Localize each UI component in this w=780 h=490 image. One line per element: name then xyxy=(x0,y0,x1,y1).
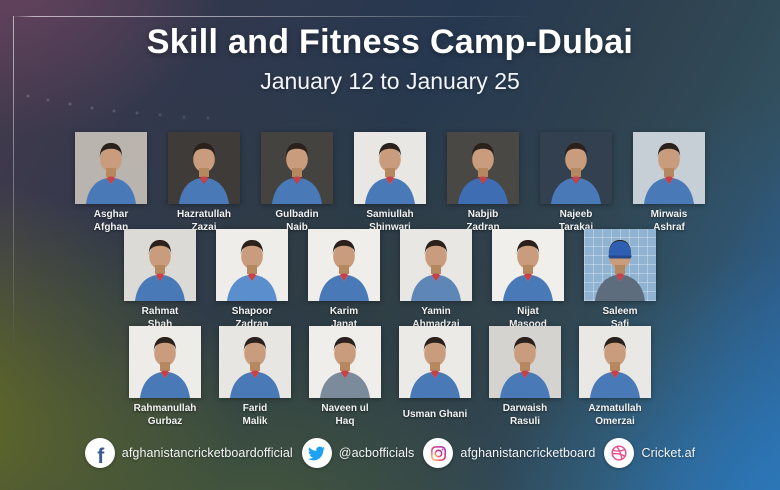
instagram-label: afghanistancricketboard xyxy=(460,446,596,460)
player-silhouette-icon xyxy=(135,240,185,301)
poster-subtitle: January 12 to January 25 xyxy=(260,67,520,94)
player-photo xyxy=(261,132,333,204)
player-silhouette-icon xyxy=(458,143,508,204)
player-photo xyxy=(633,132,705,204)
player-silhouette-icon xyxy=(365,143,415,204)
player-card: Karim Janat xyxy=(308,229,380,331)
twitter-label: @acbofficials xyxy=(338,446,415,460)
player-photo xyxy=(354,132,426,204)
player-card: Nabjib Zadran xyxy=(447,132,519,234)
player-name: Yamin Ahmadzai xyxy=(412,305,460,330)
frame-border-left xyxy=(13,16,14,351)
dribbble-label: Cricket.af xyxy=(641,446,696,460)
player-silhouette-icon xyxy=(595,240,645,301)
player-name: Shapoor Zadran xyxy=(231,305,273,330)
player-photo xyxy=(309,326,381,398)
player-silhouette-icon xyxy=(320,337,370,398)
player-silhouette-icon xyxy=(644,143,694,204)
poster-title: Skill and Fitness Camp-Dubai xyxy=(146,23,634,61)
player-card: Darwaish Rasuli xyxy=(489,326,561,428)
player-silhouette-icon xyxy=(230,337,280,398)
player-name: Nabjib Zadran xyxy=(466,208,500,233)
player-name: Farid Malik xyxy=(242,402,268,427)
player-silhouette-icon xyxy=(411,240,461,301)
player-photo xyxy=(584,229,656,301)
player-photo xyxy=(124,229,196,301)
player-name: Naveen ul Haq xyxy=(321,402,369,427)
player-silhouette-icon xyxy=(272,143,322,204)
dribbble-handle: Cricket.af xyxy=(604,438,695,468)
player-card: Samiullah Shinwari xyxy=(354,132,426,234)
player-card: Naveen ul Haq xyxy=(309,326,381,428)
social-footer: f afghanistancricketboardofficial @acbof… xyxy=(0,438,780,468)
player-row-3: Rahmanullah Gurbaz Farid Malik xyxy=(0,326,780,428)
player-name: Asghar Afghan xyxy=(93,208,129,233)
player-name: Najeeb Tarakai xyxy=(558,208,594,233)
player-silhouette-icon xyxy=(179,143,229,204)
player-row-1: Asghar Afghan Hazratullah Zazai xyxy=(0,132,780,234)
poster-header: Skill and Fitness Camp-Dubai January 12 … xyxy=(0,23,780,95)
dribbble-icon xyxy=(604,438,635,468)
player-name: Gulbadin Naib xyxy=(275,208,319,233)
instagram-handle: afghanistancricketboard xyxy=(423,438,595,468)
player-name: Hazratullah Zazai xyxy=(177,208,231,233)
facebook-handle: f afghanistancricketboardofficial xyxy=(84,438,293,468)
cap-icon xyxy=(608,241,632,259)
player-card: Asghar Afghan xyxy=(75,132,147,234)
facebook-icon: f xyxy=(84,438,115,468)
facebook-label: afghanistancricketboardofficial xyxy=(121,446,293,460)
player-name: Azmatullah Omerzai xyxy=(588,402,642,427)
player-photo xyxy=(540,132,612,204)
player-row-2: Rahmat Shah Shapoor Zadran xyxy=(0,229,780,331)
player-photo xyxy=(400,229,472,301)
player-card: Saleem Safi xyxy=(584,229,656,331)
player-name: Rahmanullah Gurbaz xyxy=(133,402,197,427)
player-name: Rahmat Shah xyxy=(141,305,179,330)
player-photo xyxy=(399,326,471,398)
player-silhouette-icon xyxy=(140,337,190,398)
twitter-icon xyxy=(301,438,332,468)
player-photo xyxy=(579,326,651,398)
player-card: Azmatullah Omerzai xyxy=(579,326,651,428)
frame-border-top xyxy=(13,16,533,17)
player-photo xyxy=(75,132,147,204)
player-silhouette-icon xyxy=(227,240,277,301)
player-silhouette-icon xyxy=(500,337,550,398)
player-silhouette-icon xyxy=(503,240,553,301)
player-name: Saleem Safi xyxy=(602,305,638,330)
player-silhouette-icon xyxy=(590,337,640,398)
player-name: Mirwais Ashraf xyxy=(650,208,688,233)
player-card: Najeeb Tarakai xyxy=(540,132,612,234)
player-photo xyxy=(129,326,201,398)
player-card: Hazratullah Zazai xyxy=(168,132,240,234)
player-photo xyxy=(447,132,519,204)
player-photo xyxy=(489,326,561,398)
player-silhouette-icon xyxy=(86,143,136,204)
player-silhouette-icon xyxy=(319,240,369,301)
player-photo xyxy=(216,229,288,301)
player-card: Rahmanullah Gurbaz xyxy=(129,326,201,428)
player-card: Yamin Ahmadzai xyxy=(400,229,472,331)
player-photo xyxy=(168,132,240,204)
player-silhouette-icon xyxy=(551,143,601,204)
player-card: Mirwais Ashraf xyxy=(633,132,705,234)
player-silhouette-icon xyxy=(410,337,460,398)
player-card: Rahmat Shah xyxy=(124,229,196,331)
player-card: Gulbadin Naib xyxy=(261,132,333,234)
player-card: Nijat Masood xyxy=(492,229,564,331)
player-card: Shapoor Zadran xyxy=(216,229,288,331)
player-name: Darwaish Rasuli xyxy=(502,402,548,427)
player-name: Nijat Masood xyxy=(509,305,547,330)
instagram-icon xyxy=(423,438,454,468)
player-name: Karim Janat xyxy=(329,305,359,330)
player-card: Farid Malik xyxy=(219,326,291,428)
player-name: Samiullah Shinwari xyxy=(366,208,414,233)
player-card: Usman Ghani xyxy=(399,326,471,428)
twitter-handle: @acbofficials xyxy=(301,438,415,468)
player-photo xyxy=(219,326,291,398)
player-photo xyxy=(308,229,380,301)
player-photo xyxy=(492,229,564,301)
player-name: Usman Ghani xyxy=(402,409,468,420)
